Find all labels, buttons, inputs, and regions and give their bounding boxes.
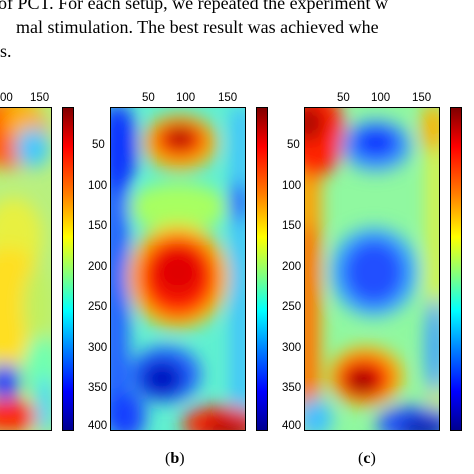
panel-c-ytick-400: 400 xyxy=(282,420,302,432)
colorbar-c xyxy=(450,107,462,431)
heatmap-panel-c xyxy=(304,107,440,431)
panel-b-xtick-100: 100 xyxy=(176,92,196,104)
colorbar-a xyxy=(62,107,74,431)
caption-line-2: mal stimulation. The best result was ach… xyxy=(16,17,379,37)
heatmap-panel-b xyxy=(110,107,246,431)
panel-c-ytick-250: 250 xyxy=(282,301,302,313)
colorbar-b xyxy=(256,107,268,431)
panel-c-label: (c) xyxy=(358,450,376,468)
caption-line-1: of PCT. For each setup, we repeated the … xyxy=(0,0,389,13)
panel-c-xtick-150: 150 xyxy=(412,92,432,104)
caption-text: of PCT. For each setup, we repeated the … xyxy=(0,0,474,72)
panel-c-ytick-150: 150 xyxy=(282,220,302,232)
panel-c-ytick-200: 200 xyxy=(282,261,302,273)
panel-b-label: (b) xyxy=(165,450,185,468)
panel-b-ytick-50: 50 xyxy=(92,139,105,151)
panel-c-ytick-100: 100 xyxy=(282,180,302,192)
panel-b-ytick-300: 300 xyxy=(88,342,108,354)
heatmap-panel-a xyxy=(0,107,52,431)
panel-c-label-text: (c) xyxy=(358,450,376,467)
panel-c-ytick-50: 50 xyxy=(287,139,300,151)
panel-b-ytick-200: 200 xyxy=(88,261,108,273)
panel-b-xtick-50: 50 xyxy=(142,92,155,104)
panel-b-ytick-350: 350 xyxy=(88,382,108,394)
panel-b-xtick-150: 150 xyxy=(218,92,238,104)
panel-c-ytick-300: 300 xyxy=(282,342,302,354)
panel-a-xtick-2: 150 xyxy=(30,92,50,104)
panel-c-xtick-100: 100 xyxy=(371,92,391,104)
panel-a-xtick-1: 00 xyxy=(0,92,13,104)
panel-b-ytick-400: 400 xyxy=(88,420,108,432)
panel-c-xtick-50: 50 xyxy=(337,92,350,104)
panel-b-ytick-150: 150 xyxy=(88,220,108,232)
panel-b-ytick-250: 250 xyxy=(88,301,108,313)
panel-b-label-text: (b) xyxy=(165,450,185,467)
panel-c-ytick-350: 350 xyxy=(282,382,302,394)
caption-line-3: s. xyxy=(0,41,12,61)
panel-b-ytick-100: 100 xyxy=(88,180,108,192)
